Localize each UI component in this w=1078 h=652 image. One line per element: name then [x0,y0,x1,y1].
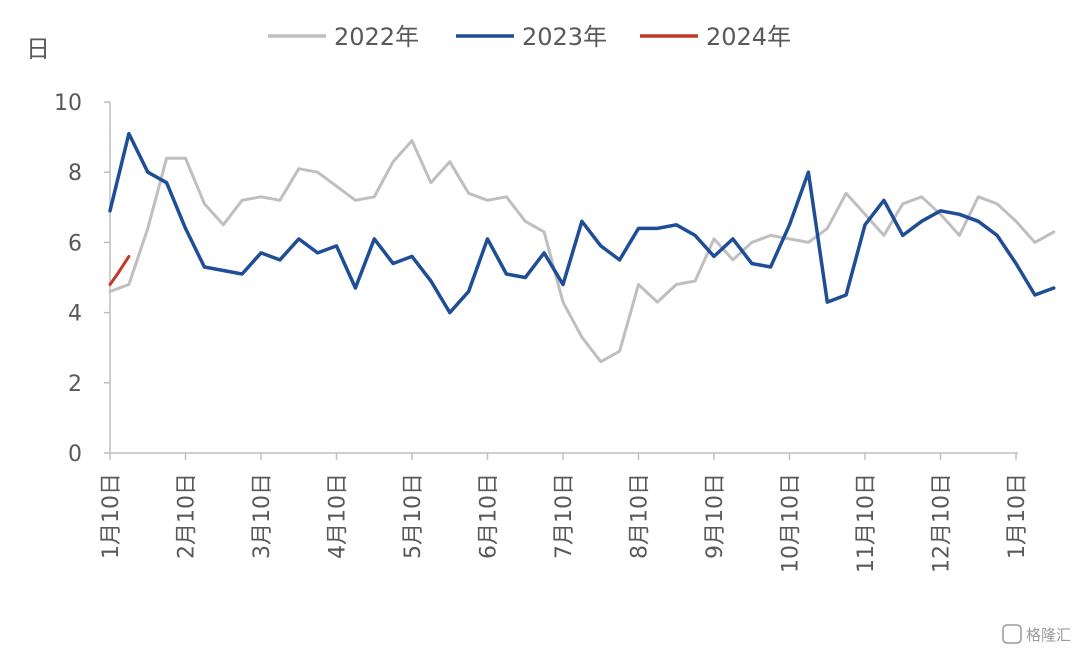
y-tick-label: 2 [68,372,82,397]
x-tick-label: 8月10日 [628,473,653,559]
series-line-2022 [108,139,1056,364]
y-tick-label: 0 [68,442,82,467]
series-layer [108,131,1056,364]
legend-label-2023: 2023年 [522,23,607,51]
x-tick-label: 11月10日 [854,473,879,573]
x-tick-label: 7月10日 [552,473,577,559]
x-tick-label: 10月10日 [779,473,804,573]
x-tick-label: 3月10日 [250,473,275,559]
x-tick-label: 6月10日 [477,473,502,559]
series-line-2024 [108,254,131,286]
y-axis-unit-label: 日 [26,35,50,63]
legend: 2022年 2023年 2024年 [268,23,791,51]
x-tick-label: 4月10日 [326,473,351,559]
y-axis-ticks: 0 2 4 6 8 10 [54,91,110,467]
x-tick-label: 12月10日 [930,473,955,573]
watermark-text: 格隆汇 [1026,626,1071,644]
x-tick-label: 2月10日 [175,473,200,559]
watermark: 格隆汇 [1002,624,1071,644]
y-tick-label: 10 [54,91,82,116]
x-tick-label: 1月10日 [1005,473,1030,559]
legend-label-2022: 2022年 [334,23,419,51]
y-tick-label: 4 [68,302,82,327]
y-tick-label: 6 [68,231,82,256]
x-tick-label: 1月10日 [99,473,124,559]
x-axis-ticks: 1月10日 2月10日 3月10日 4月10日 5月10日 6月10日 7月10日 8月10日… [99,453,1030,573]
series-line-2023 [108,131,1056,315]
x-tick-label: 5月10日 [401,473,426,559]
y-tick-label: 8 [68,161,82,186]
x-tick-label: 9月10日 [703,473,728,559]
legend-label-2024: 2024年 [706,23,791,51]
watermark-logo-icon [1002,624,1022,644]
